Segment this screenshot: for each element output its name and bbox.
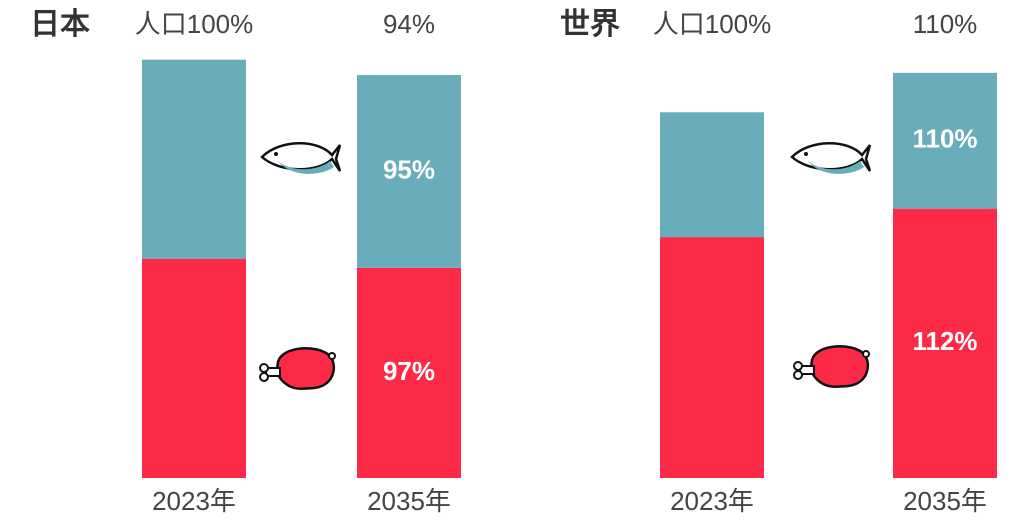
bar-segment (357, 75, 461, 268)
top-label: 人口100% (653, 9, 772, 39)
bar-segment (357, 267, 461, 478)
bar-segment (660, 112, 764, 238)
fish-icon (260, 142, 342, 174)
segment-label: 110% (912, 124, 977, 154)
bar-segment (142, 59, 246, 260)
bar-segment (893, 208, 997, 478)
bar-segment (142, 259, 246, 478)
segment-label: 97% (383, 356, 435, 386)
x-tick-label: 2023年 (670, 486, 754, 516)
top-label: 94% (383, 9, 435, 39)
chart-title: 世界 (560, 8, 620, 41)
segment-label: 112% (912, 326, 977, 356)
meat-icon (259, 347, 336, 391)
chart-title: 日本 (30, 8, 90, 41)
fish-icon (790, 142, 872, 174)
top-label: 人口100% (135, 9, 254, 39)
bar-segment (893, 72, 997, 209)
x-tick-label: 2035年 (367, 486, 451, 516)
segment-label: 95% (383, 154, 435, 184)
x-tick-label: 2035年 (903, 486, 987, 516)
x-tick-label: 2023年 (152, 486, 236, 516)
meat-icon (793, 345, 870, 389)
top-label: 110% (913, 9, 978, 39)
bar-segment (660, 237, 764, 478)
